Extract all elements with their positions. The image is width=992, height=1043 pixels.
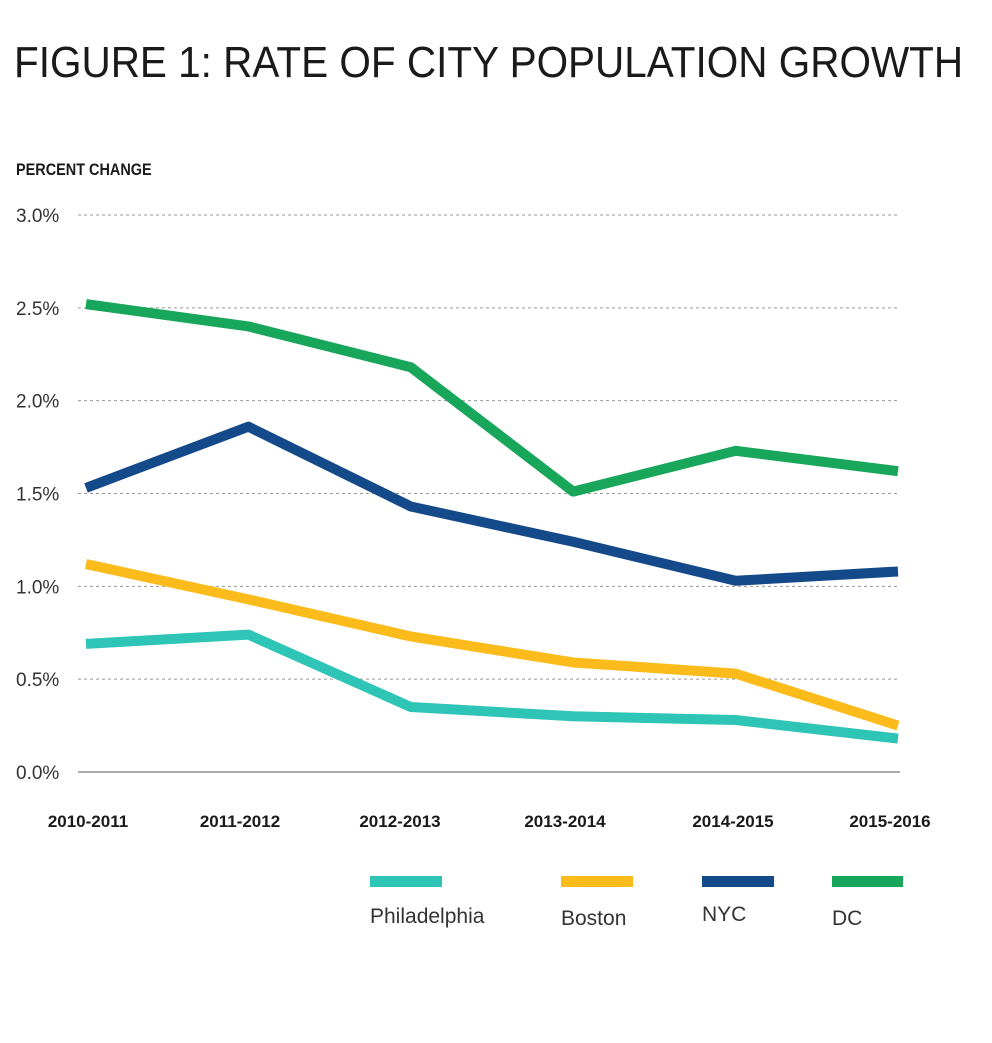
chart-title: FIGURE 1: RATE OF CITY POPULATION GROWTH [14,38,964,87]
y-axis-label: PERCENT CHANGE [16,160,152,179]
y-tick-label: 1.0% [16,577,59,598]
y-tick-label: 0.0% [16,763,59,784]
series-line-nyc [84,421,899,586]
legend-label-boston: Boston [561,907,626,930]
legend-swatch-dc [832,876,903,887]
y-tick-label: 3.0% [16,206,59,227]
x-tick-label: 2010-2011 [48,812,128,831]
x-tick-label: 2012-2013 [359,812,440,831]
series-line-dc [85,299,899,497]
legend-swatch-philadelphia [370,876,442,887]
legend-label-philadelphia: Philadelphia [370,905,485,928]
series-lines [84,299,900,744]
y-tick-label: 2.0% [16,392,59,413]
series-line-philadelphia [85,629,899,744]
legend: Philadelphia Boston NYC DC [370,876,903,930]
x-tick-label: 2013-2014 [524,812,606,831]
x-tick-label: 2015-2016 [849,812,930,831]
y-tick-label: 2.5% [16,299,59,320]
x-tick-labels: 2010-2011 2011-2012 2012-2013 2013-2014 2014… [48,812,931,831]
y-tick-label: 1.5% [16,485,59,506]
y-tick-labels: 0.0% 0.5% 1.0% 1.5% 2.0% 2.5% 3.0% [16,206,59,784]
legend-label-nyc: NYC [702,903,746,926]
series-line-boston [84,559,900,731]
x-tick-label: 2011-2012 [200,812,280,831]
legend-swatch-boston [561,876,633,887]
x-tick-label: 2014-2015 [692,812,773,831]
legend-swatch-nyc [702,876,774,887]
y-tick-label: 0.5% [16,670,59,691]
legend-label-dc: DC [832,907,862,930]
